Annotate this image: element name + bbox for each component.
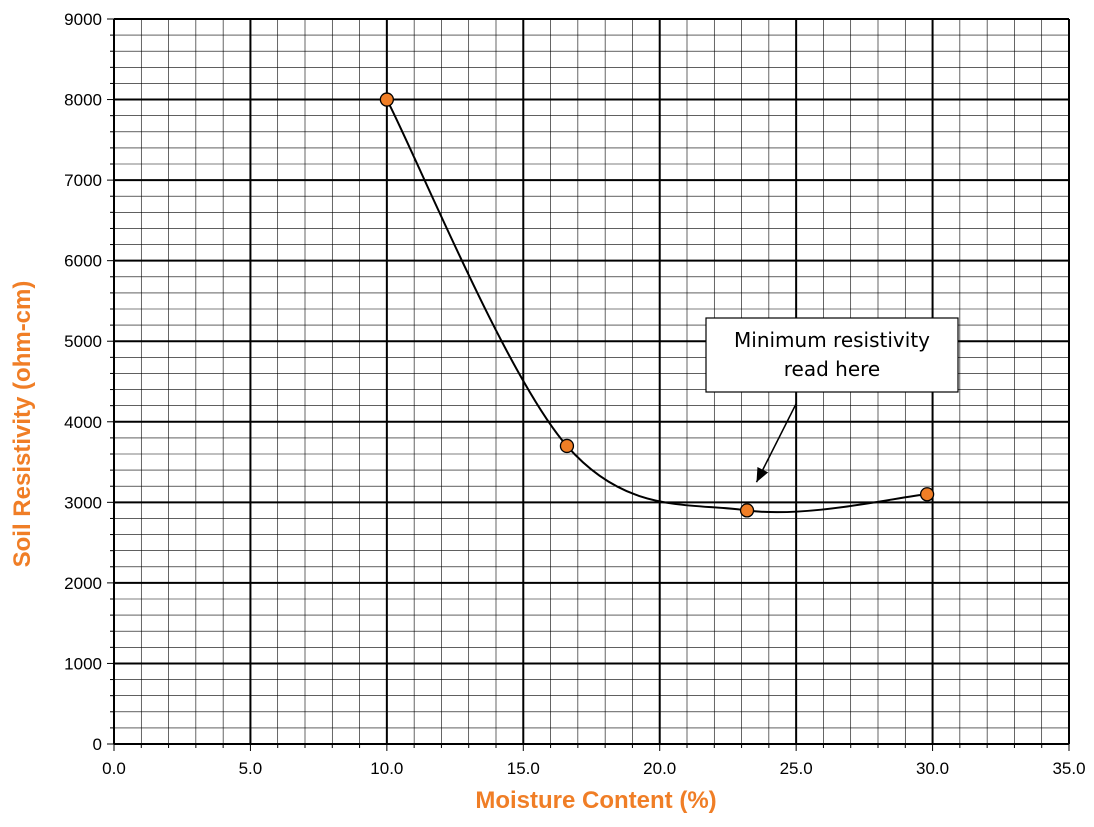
annotation: Minimum resistivity read here <box>705 317 959 483</box>
data-point <box>379 92 395 107</box>
series-points <box>379 92 935 518</box>
x-tick-label: 0.0 <box>102 759 126 778</box>
x-tick-label: 20.0 <box>643 759 676 778</box>
annotation-text-line: Minimum resistivity <box>734 328 930 352</box>
annotation-box <box>705 317 959 393</box>
y-tick-label: 5000 <box>64 332 102 351</box>
data-point <box>919 487 935 502</box>
y-tick-label: 3000 <box>64 493 102 512</box>
y-tick-label: 0 <box>93 735 102 754</box>
x-tick-label: 5.0 <box>239 759 263 778</box>
y-tick-label: 7000 <box>64 171 102 190</box>
y-tick-labels: 0 1000 2000 3000 4000 5000 6000 7000 8000 9000 <box>64 10 102 754</box>
x-axis-title: Moisture Content (%) <box>475 787 716 814</box>
x-tick-label: 35.0 <box>1052 759 1085 778</box>
axis-tick-marks <box>107 18 1070 751</box>
series-line-path <box>385 99 928 514</box>
y-tick-label: 2000 <box>64 574 102 593</box>
series-curve <box>385 99 928 514</box>
data-point <box>739 503 755 518</box>
annotation-arrowhead <box>756 467 769 483</box>
annotation-text-line: read here <box>784 357 880 381</box>
x-tick-label: 10.0 <box>370 759 403 778</box>
data-point <box>559 438 575 454</box>
x-tick-label: 30.0 <box>916 759 949 778</box>
x-tick-labels: 0.0 5.0 10.0 15.0 20.0 25.0 30.0 35.0 <box>102 759 1085 778</box>
y-tick-label: 6000 <box>64 252 102 271</box>
y-tick-label: 9000 <box>64 10 102 29</box>
y-tick-label: 4000 <box>64 413 102 432</box>
x-tick-label: 25.0 <box>780 759 813 778</box>
x-tick-label: 15.0 <box>507 759 540 778</box>
annotation-arrow-line <box>755 403 797 483</box>
y-axis-title: Soil Resistivity (ohm-cm) <box>9 281 36 568</box>
major-gridlines <box>113 18 1070 745</box>
y-tick-label: 1000 <box>64 654 102 673</box>
y-tick-label: 8000 <box>64 91 102 110</box>
